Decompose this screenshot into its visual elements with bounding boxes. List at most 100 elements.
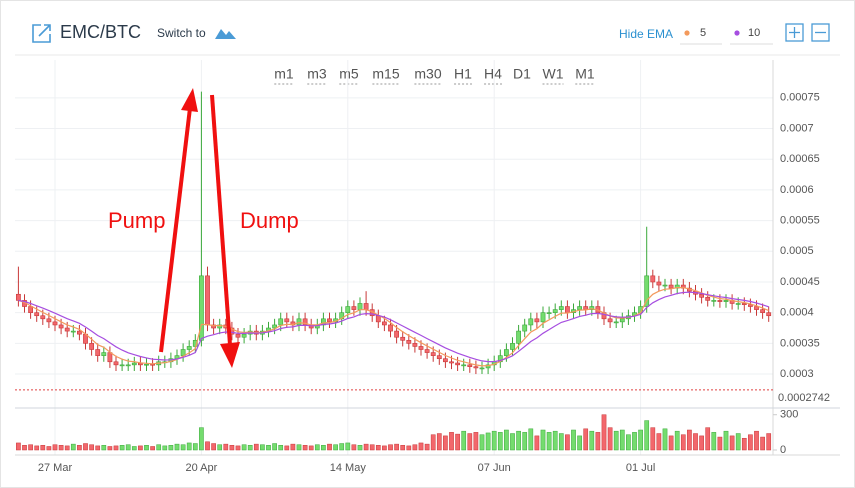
candle-body [589, 306, 595, 310]
period-button[interactable]: W1 [543, 66, 564, 82]
volume-bar [741, 437, 747, 451]
candle-body [296, 318, 302, 326]
volume-tick-label: 300 [780, 409, 798, 421]
volume-bar [595, 432, 601, 451]
candle-body [199, 275, 204, 341]
volume-bar [174, 443, 180, 451]
y-tick-label: 0.0006 [780, 184, 814, 196]
volume-bar [461, 430, 467, 451]
volume-bar [656, 433, 662, 451]
candle-body [241, 333, 247, 338]
volume-bar [680, 434, 686, 451]
candle-body [272, 324, 277, 329]
candle-body [58, 324, 64, 329]
volume-bar [558, 433, 564, 451]
volume-bar [260, 444, 265, 451]
y-tick-label: 0.0004 [780, 307, 814, 319]
candle-body [375, 315, 381, 323]
volume-bar [430, 434, 436, 451]
volume-bar [162, 445, 168, 451]
candle-body [131, 362, 137, 366]
volume-bar [571, 429, 576, 451]
volume-bar [400, 445, 406, 451]
x-tick-label: 27 Mar [38, 462, 73, 474]
candle-body [357, 303, 363, 310]
candle-body [40, 315, 46, 320]
candle-body [699, 293, 704, 298]
candle-body [747, 304, 753, 307]
candle-body [510, 343, 515, 350]
volume-bar [479, 434, 485, 451]
volume-bar [150, 446, 155, 451]
volume-bar [760, 436, 765, 451]
volume-bar [144, 445, 149, 451]
volume-bar [699, 435, 704, 451]
candle-body [345, 306, 351, 313]
switch-label[interactable]: Switch to [157, 26, 206, 40]
switch-icon[interactable] [215, 29, 236, 39]
pump-arrow [159, 107, 192, 353]
volume-bar [449, 432, 454, 451]
volume-bar [491, 430, 497, 451]
candle-body [125, 364, 131, 367]
y-tick-label: 0.0003 [780, 368, 814, 380]
volume-bar [711, 432, 717, 451]
candle-body [64, 327, 70, 332]
period-button[interactable]: m3 [307, 66, 327, 82]
volume-bar [668, 435, 674, 451]
volume-bar [552, 430, 558, 451]
volume-bar [674, 430, 680, 451]
volume-bar [28, 444, 33, 451]
candle-body [95, 349, 101, 356]
volume-bar [583, 428, 589, 451]
candle-body [516, 330, 521, 344]
period-button[interactable]: H1 [454, 66, 472, 82]
period-button[interactable]: M1 [575, 66, 595, 82]
volume-bar [235, 445, 241, 451]
volume-bar [565, 434, 570, 451]
volume-bar [302, 445, 308, 451]
volume-bar [626, 434, 631, 451]
candle-body [449, 361, 454, 364]
candle-body [741, 303, 747, 305]
volume-bar [589, 430, 595, 451]
volume-bar [138, 445, 143, 451]
icon-box [32, 24, 51, 43]
period-button[interactable]: m30 [414, 66, 441, 82]
candle-body [754, 306, 759, 310]
y-tick-label: 0.0005 [780, 245, 814, 257]
ema-input[interactable]: 10 [748, 27, 760, 39]
zoom-in[interactable] [785, 23, 804, 42]
candle-body [552, 309, 558, 313]
candle-body [28, 306, 33, 313]
volume-bar [766, 433, 772, 451]
ema-input[interactable]: 5 [700, 27, 706, 39]
candle-body [766, 312, 772, 317]
candle-body [436, 355, 442, 360]
external-icon[interactable] [32, 24, 51, 43]
candle-body [485, 364, 491, 369]
period-button[interactable]: m15 [372, 66, 399, 82]
candle-body [534, 318, 540, 323]
period-button[interactable]: D1 [513, 66, 531, 82]
zoom-out[interactable] [811, 23, 830, 42]
period-button[interactable]: m5 [339, 66, 359, 82]
volume-bar [351, 444, 357, 451]
volume-bar [296, 444, 302, 451]
candle-body [381, 321, 387, 326]
candle-body [455, 362, 460, 366]
volume-bar [632, 432, 637, 451]
candle-body [540, 312, 546, 323]
period-button[interactable]: H4 [484, 66, 502, 82]
pump-arrowhead [181, 88, 198, 112]
volume-bar [156, 444, 162, 451]
hide-ema[interactable]: Hide EMA [619, 27, 673, 41]
volume-bar [516, 430, 521, 451]
volume-bar [485, 432, 491, 451]
volume-bar [528, 428, 534, 451]
volume-bar [58, 445, 64, 451]
candle-body [467, 364, 473, 367]
period-button[interactable]: m1 [274, 66, 294, 82]
volume-bar [534, 435, 540, 451]
annotation: Dump [240, 208, 299, 233]
